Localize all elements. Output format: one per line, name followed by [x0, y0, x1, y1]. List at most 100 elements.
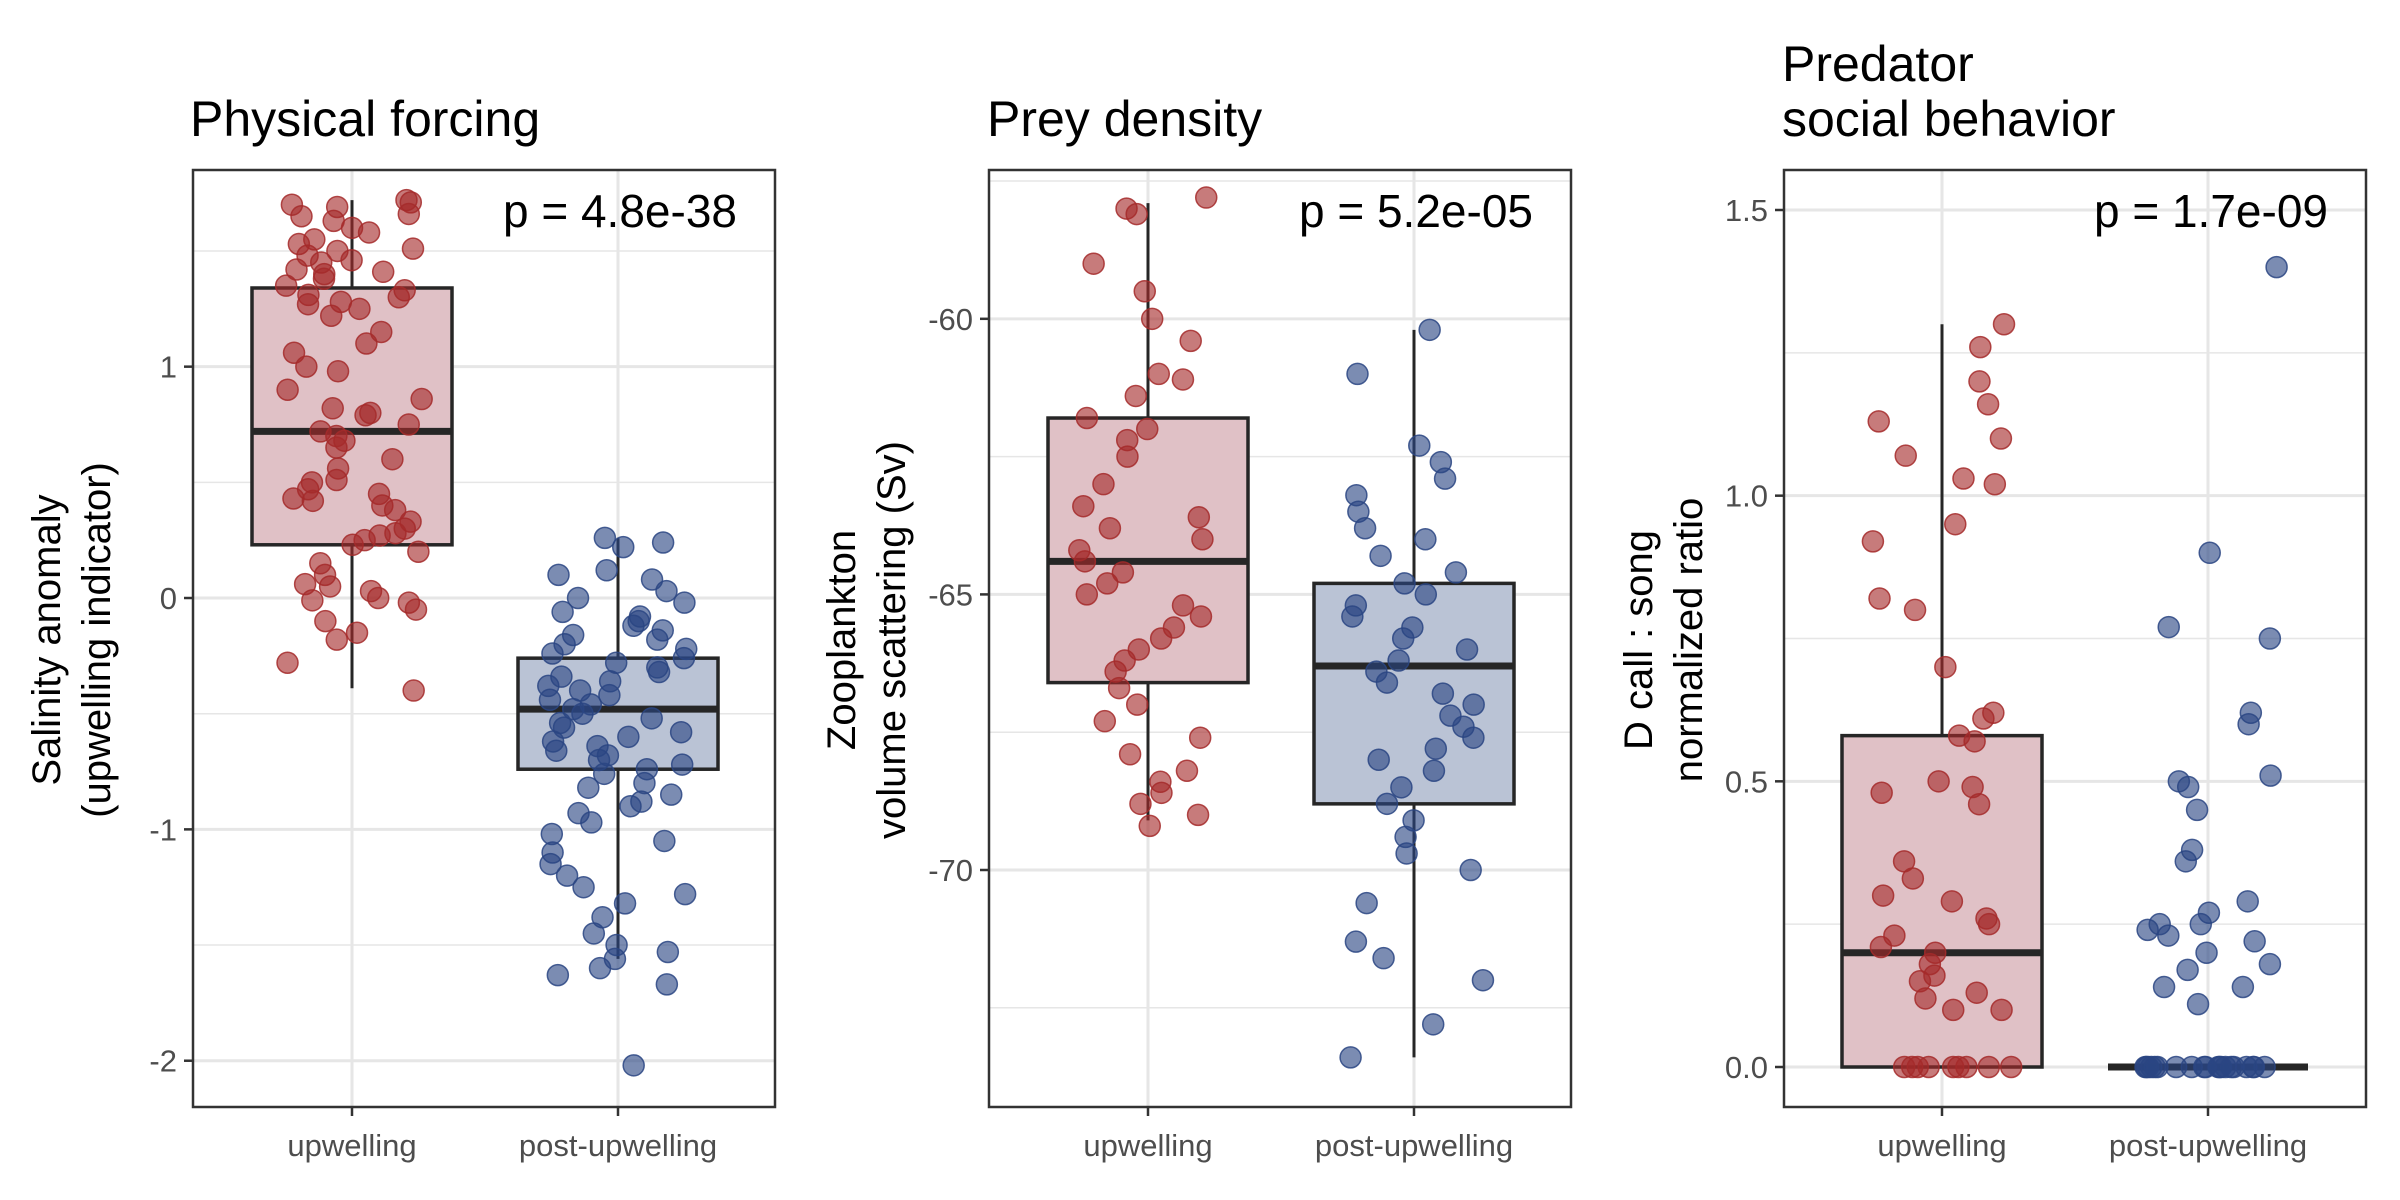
- data-point: [2174, 850, 2198, 873]
- y-axis-label: Salinity anomaly: [25, 494, 69, 785]
- data-point: [1867, 410, 1890, 433]
- data-point: [1175, 759, 1199, 783]
- data-point: [2176, 775, 2200, 799]
- data-point: [1414, 583, 1438, 606]
- data-point: [1140, 307, 1164, 331]
- data-point: [1934, 655, 1957, 679]
- data-point: [1968, 370, 1991, 393]
- data-point: [2259, 764, 2282, 787]
- data-point: [2219, 1055, 2243, 1079]
- data-point: [588, 956, 612, 980]
- data-point: [1355, 891, 1378, 915]
- data-point: [1861, 530, 1885, 553]
- data-point: [1914, 987, 1937, 1010]
- data-point: [617, 725, 640, 749]
- box-iqr: [250, 286, 454, 547]
- data-point: [1414, 528, 1437, 551]
- data-point: [1186, 803, 1210, 827]
- data-point: [1111, 561, 1135, 584]
- data-point: [397, 413, 420, 436]
- data-point: [1171, 594, 1195, 617]
- data-point: [1125, 693, 1149, 716]
- data-point: [1977, 1055, 2001, 1079]
- data-point: [285, 258, 308, 281]
- data-point: [2231, 975, 2255, 999]
- data-point: [1462, 693, 1485, 716]
- data-point: [1075, 406, 1099, 430]
- data-point: [1940, 890, 1964, 913]
- data-point: [2258, 627, 2282, 650]
- data-point: [1124, 384, 1148, 408]
- data-point: [547, 563, 570, 587]
- data-point: [655, 579, 678, 603]
- data-point: [1963, 730, 1986, 753]
- p-value-annotation: p = 1.7e-09: [2094, 185, 2328, 237]
- data-point: [1093, 709, 1117, 733]
- data-point: [651, 531, 675, 554]
- x-tick-label: post-upwelling: [519, 1128, 717, 1163]
- data-point: [1073, 550, 1097, 573]
- data-point: [1408, 434, 1431, 457]
- data-point: [1976, 393, 2000, 416]
- data-point: [1118, 742, 1142, 766]
- data-point: [325, 436, 348, 459]
- data-point: [1969, 335, 1992, 359]
- x-tick-label: upwelling: [1083, 1128, 1212, 1163]
- data-point: [2237, 712, 2260, 736]
- data-point: [1870, 781, 1893, 805]
- data-point: [387, 285, 411, 309]
- data-point: [1098, 517, 1122, 540]
- data-point: [1462, 726, 1485, 749]
- data-point: [2186, 992, 2210, 1016]
- data-point: [282, 487, 305, 510]
- data-point: [296, 292, 320, 316]
- data-point: [1455, 638, 1479, 661]
- data-point: [326, 360, 350, 383]
- data-point: [1136, 417, 1159, 441]
- y-axis-label: normalized ratio: [1667, 498, 1711, 783]
- data-point: [371, 260, 395, 284]
- data-point: [1341, 605, 1364, 628]
- data-point: [314, 609, 337, 633]
- data-point: [1395, 842, 1418, 865]
- y-tick-label: -2: [149, 1044, 177, 1079]
- data-point: [274, 274, 298, 297]
- x-tick-label: post-upwelling: [2109, 1128, 2307, 1163]
- data-point: [672, 646, 696, 670]
- data-point: [1369, 544, 1392, 568]
- data-point: [1138, 814, 1162, 838]
- data-point: [1989, 427, 2013, 450]
- data-point: [295, 355, 318, 378]
- data-point: [397, 202, 421, 226]
- panel-title: social behavior: [1782, 91, 2116, 147]
- data-point: [1107, 676, 1131, 700]
- data-point: [1967, 792, 1991, 816]
- data-point: [593, 526, 617, 550]
- data-point: [1188, 726, 1212, 749]
- y-tick-label: -60: [928, 302, 973, 337]
- data-point: [598, 683, 621, 707]
- data-point: [2194, 1055, 2217, 1079]
- data-point: [613, 892, 637, 915]
- data-point: [1952, 467, 1975, 490]
- data-point: [595, 558, 618, 582]
- data-point: [1387, 649, 1410, 672]
- data-point: [354, 403, 377, 427]
- data-point: [633, 771, 656, 795]
- panel-title: Physical forcing: [190, 91, 540, 147]
- data-point: [1391, 627, 1415, 650]
- data-point: [348, 297, 371, 321]
- data-point: [1171, 368, 1195, 391]
- data-point: [622, 614, 645, 638]
- data-point: [1116, 445, 1139, 468]
- data-point: [1444, 561, 1468, 584]
- data-point: [1917, 1055, 1940, 1079]
- data-point: [670, 753, 694, 776]
- y-axis-label: D call : song: [1617, 530, 1661, 750]
- y-axis-label: Zooplankton: [820, 530, 864, 750]
- data-point: [1421, 1013, 1445, 1036]
- data-point: [659, 783, 683, 806]
- data-point: [2265, 255, 2288, 279]
- data-point: [2157, 924, 2180, 947]
